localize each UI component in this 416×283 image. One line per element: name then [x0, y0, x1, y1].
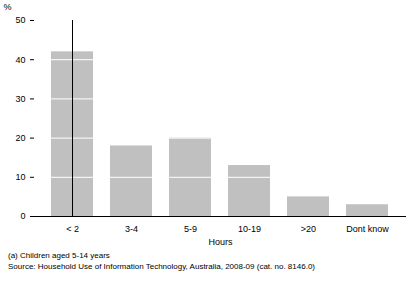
html-text:(a) Children aged 5-14 years: (a) Children aged 5-14 years	[8, 251, 110, 260]
svg-text:Hours: Hours	[208, 237, 233, 247]
svg-text:40: 40	[15, 55, 25, 65]
svg-text:Dont know: Dont know	[346, 224, 389, 234]
svg-text:30: 30	[15, 94, 25, 104]
svg-text:3-4: 3-4	[125, 224, 138, 234]
svg-text:5-9: 5-9	[184, 224, 197, 234]
svg-text:0: 0	[20, 211, 25, 221]
html-text:Source: Household Use of Infor: Source: Household Use of Information Tec…	[8, 262, 315, 271]
svg-text:20: 20	[15, 133, 25, 143]
svg-text:>20: >20	[301, 224, 316, 234]
svg-text:10-19: 10-19	[238, 224, 261, 234]
svg-text:%: %	[4, 2, 12, 12]
svg-text:< 2: < 2	[66, 224, 79, 234]
svg-text:10: 10	[15, 172, 25, 182]
svg-text:50: 50	[15, 15, 25, 25]
